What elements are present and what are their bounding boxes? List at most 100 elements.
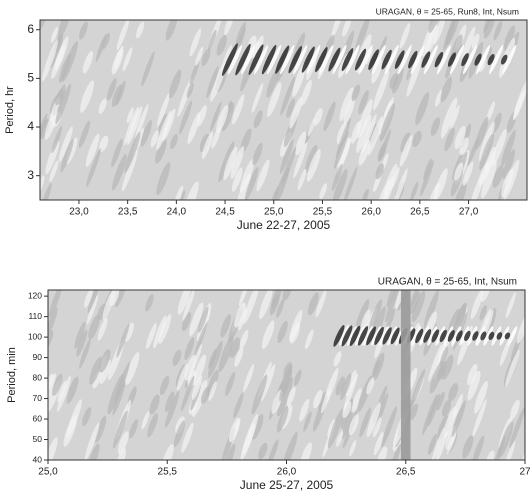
streak <box>150 130 159 148</box>
streak <box>366 402 381 438</box>
streak <box>474 116 489 150</box>
streak <box>66 399 82 438</box>
streak <box>399 134 413 167</box>
streak <box>256 159 270 192</box>
y-tick-label: 120 <box>28 290 42 300</box>
streak <box>283 362 293 378</box>
streak <box>145 294 154 312</box>
streak <box>332 168 348 200</box>
light-streak <box>363 326 373 346</box>
streak <box>267 82 282 117</box>
streak <box>218 335 234 372</box>
streak <box>336 430 344 447</box>
streak <box>297 169 307 191</box>
streak <box>420 159 435 197</box>
y-tick-label: 40 <box>33 454 43 464</box>
y-tick-label: 3 <box>27 168 34 182</box>
streak <box>286 98 295 118</box>
streak <box>303 411 312 432</box>
streak <box>111 84 123 108</box>
dark-streak <box>341 48 354 72</box>
streak <box>367 116 383 156</box>
streak <box>440 77 453 103</box>
streak <box>126 107 134 124</box>
y-tick-label: 80 <box>33 372 43 382</box>
streak <box>339 87 354 122</box>
light-streak <box>227 44 243 75</box>
streak <box>269 294 280 316</box>
x-tick-label: 26,5 <box>410 207 430 218</box>
streak <box>452 394 464 419</box>
streak <box>486 101 496 122</box>
streak <box>147 413 158 438</box>
streak <box>336 122 348 145</box>
light-streak <box>371 326 381 346</box>
streak <box>383 163 398 197</box>
streak <box>136 21 145 39</box>
light-streak <box>280 44 295 75</box>
streak <box>235 21 246 47</box>
x-tick-label: 25,0 <box>264 207 284 218</box>
light-streak <box>410 44 425 75</box>
streak <box>345 369 357 397</box>
streak <box>178 100 193 135</box>
streak <box>40 20 47 30</box>
dark-streak <box>455 330 463 342</box>
streak <box>253 110 263 129</box>
streak <box>289 322 301 344</box>
streak <box>365 48 373 65</box>
streak <box>299 398 310 422</box>
streak <box>415 92 430 126</box>
streak <box>112 410 128 449</box>
streak <box>52 373 63 397</box>
streak <box>252 142 263 165</box>
streak <box>173 185 184 200</box>
light-streak <box>423 44 438 75</box>
streak <box>509 407 525 449</box>
dark-streak <box>366 326 376 346</box>
streak <box>441 399 452 417</box>
streak <box>460 26 476 65</box>
y-tick-label: 5 <box>27 71 34 85</box>
streak <box>79 338 91 369</box>
y-tick-label: 90 <box>33 352 43 362</box>
streak <box>479 133 495 171</box>
streak <box>66 376 79 404</box>
light-streak <box>507 326 518 346</box>
dark-streak <box>275 45 290 74</box>
streak <box>467 370 481 401</box>
streak <box>481 160 497 199</box>
streak <box>483 20 497 39</box>
streak <box>135 103 149 140</box>
streak <box>195 46 204 66</box>
streak <box>115 448 126 460</box>
dark-streak <box>368 49 379 70</box>
streak <box>84 290 93 308</box>
streak <box>146 323 157 349</box>
streak <box>206 66 219 98</box>
streak <box>155 138 167 164</box>
light-streak <box>502 44 517 75</box>
streak <box>234 347 244 367</box>
streak <box>356 114 372 154</box>
dark-streak <box>341 325 353 347</box>
streak <box>341 408 354 440</box>
dark-streak <box>374 326 384 345</box>
streak <box>279 138 294 174</box>
streak <box>446 430 457 454</box>
streak <box>55 89 64 106</box>
streak <box>260 363 276 402</box>
streak <box>429 360 444 394</box>
streak <box>516 311 525 344</box>
streak <box>323 101 336 132</box>
streak <box>354 298 370 336</box>
streak <box>299 442 312 460</box>
streak <box>115 290 127 308</box>
texture <box>48 290 525 460</box>
dark-streak <box>487 54 495 66</box>
streak <box>228 417 240 443</box>
streak <box>74 321 86 349</box>
streak <box>235 173 252 200</box>
streak <box>348 414 359 436</box>
streak <box>448 383 459 402</box>
